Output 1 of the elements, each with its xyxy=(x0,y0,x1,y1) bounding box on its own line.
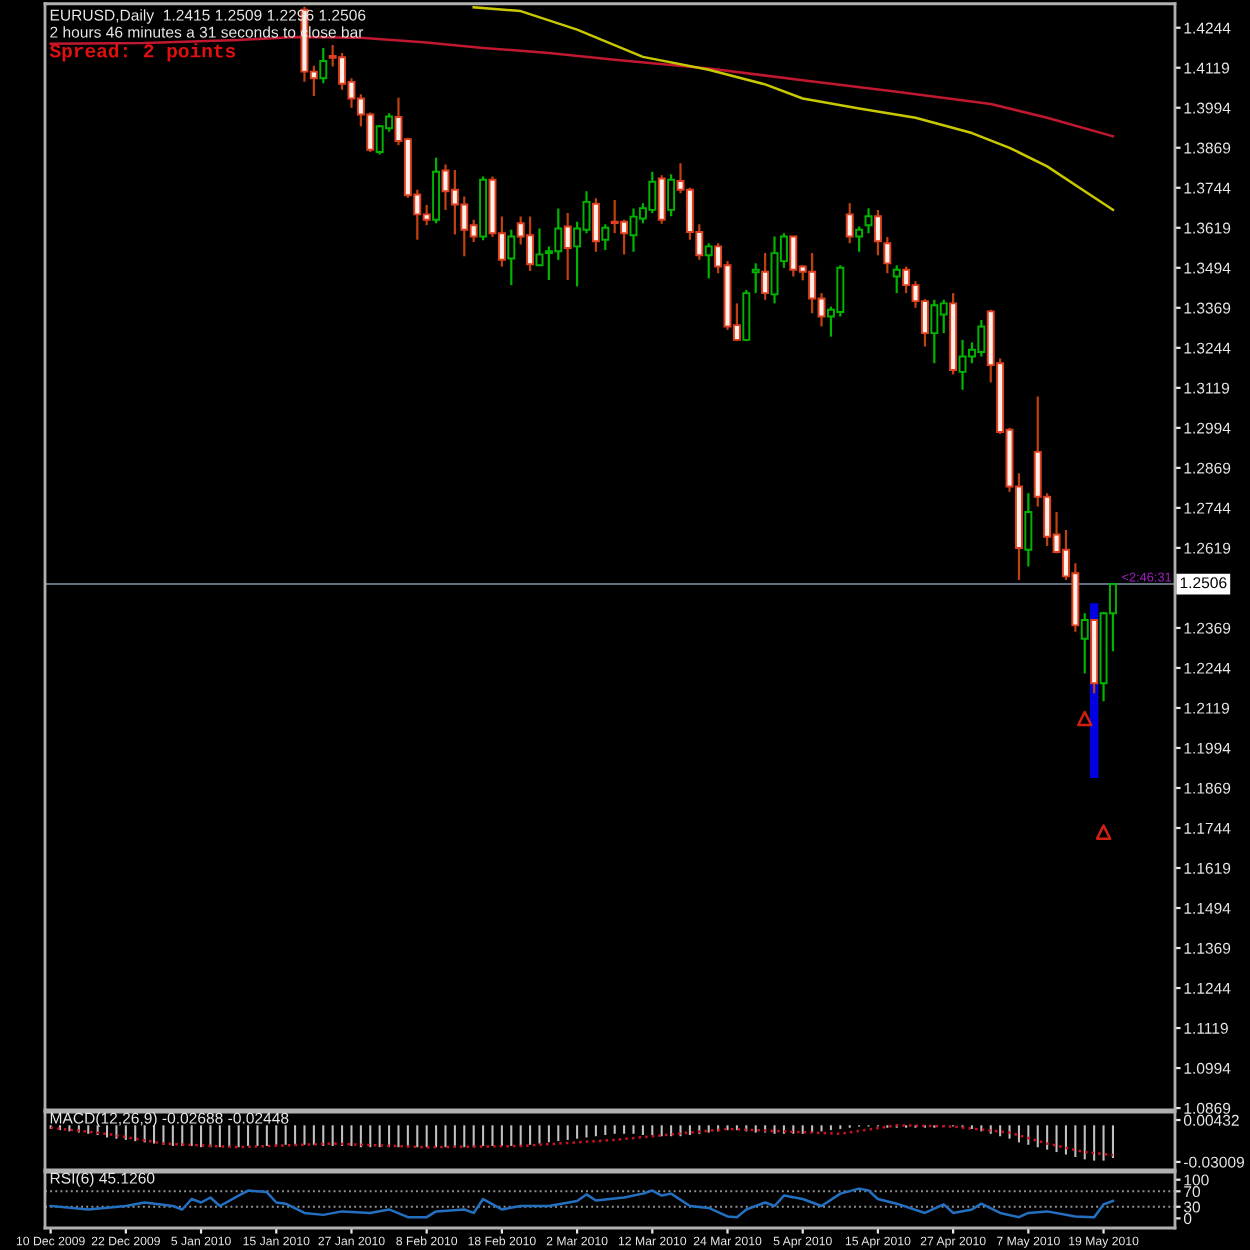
annotation: Spread: 2 points xyxy=(49,43,236,62)
